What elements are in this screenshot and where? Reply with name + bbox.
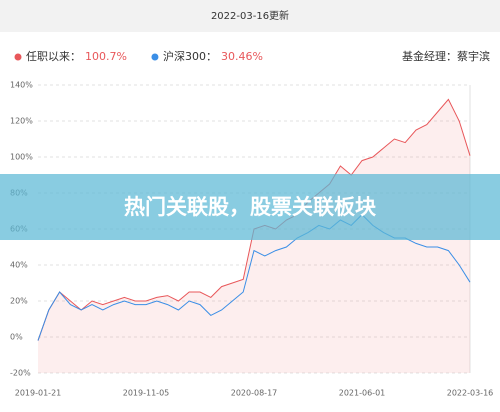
manager: 基金经理：蔡宇滨 bbox=[402, 49, 490, 63]
x-tick-label: 2022-03-16 bbox=[447, 389, 494, 398]
y-tick-label: -20% bbox=[10, 369, 31, 378]
legend-value: 30.46% bbox=[221, 50, 263, 63]
x-tick-label: 2021-06-01 bbox=[339, 389, 386, 398]
legend-name: 沪深300： bbox=[163, 49, 217, 63]
banner-text: 热门关联股，股票关联板块 bbox=[124, 195, 377, 219]
banner-bg bbox=[0, 174, 500, 240]
y-tick-label: 40% bbox=[10, 261, 28, 270]
x-tick-label: 2019-01-21 bbox=[15, 389, 62, 398]
header-date: 2022-03-16更新 bbox=[211, 9, 289, 22]
x-tick-label: 2019-11-05 bbox=[123, 389, 170, 398]
legend-marker bbox=[14, 53, 22, 61]
legend-name: 任职以来： bbox=[26, 50, 81, 63]
header-bar bbox=[0, 0, 500, 32]
y-tick-label: 0% bbox=[10, 333, 23, 342]
x-tick-label: 2020-08-17 bbox=[231, 389, 278, 398]
y-tick-label: 20% bbox=[10, 297, 28, 306]
y-tick-label: 120% bbox=[10, 117, 33, 126]
legend-value: 100.7% bbox=[85, 50, 127, 63]
y-tick-label: 100% bbox=[10, 153, 33, 162]
legend-marker bbox=[151, 53, 159, 61]
y-tick-label: 140% bbox=[10, 81, 33, 90]
